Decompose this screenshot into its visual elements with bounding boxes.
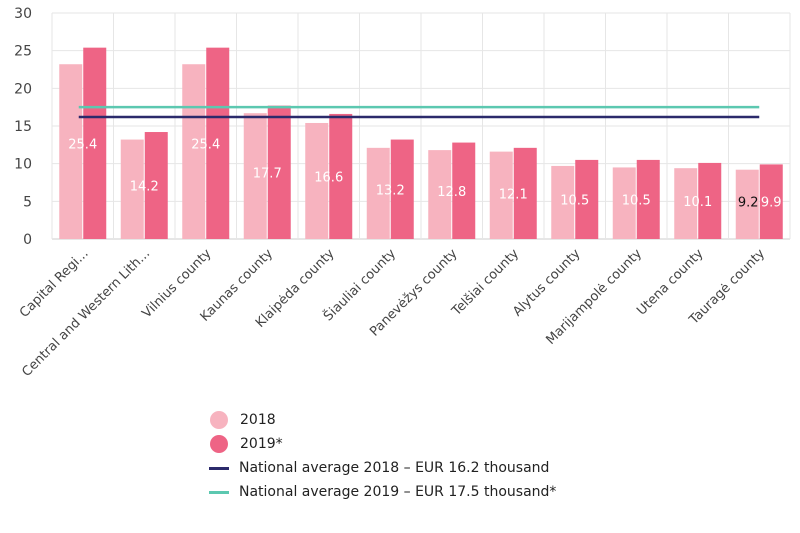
legend-item-2019[interactable]: 2019* xyxy=(210,432,556,456)
legend-item-2018[interactable]: 2018 xyxy=(210,408,556,432)
data-label-8: 10.5 xyxy=(560,193,589,208)
bar-2019-2[interactable] xyxy=(206,47,230,239)
data-label-11: 9.9 xyxy=(761,196,782,211)
data-label-2: 25.4 xyxy=(191,137,220,152)
bar-2019-0[interactable] xyxy=(83,47,107,239)
bar-2018-6[interactable] xyxy=(428,150,452,239)
bar-2019-6[interactable] xyxy=(452,142,476,239)
data-labels: 25.4 14.2 25.4 17.7 16.6 13.2 12.8 12.1 10.5 10.5… xyxy=(68,137,781,210)
data-label-7: 12.1 xyxy=(499,187,528,202)
bar-2019-1[interactable] xyxy=(144,132,168,239)
y-axis-ticks: 0 5 10 15 20 25 30 xyxy=(14,6,32,248)
bar-2019-7[interactable] xyxy=(513,147,537,239)
bar-2018-9[interactable] xyxy=(612,167,636,239)
bar-2018-7[interactable] xyxy=(489,151,513,239)
legend-label-2019: 2019* xyxy=(240,436,283,452)
bar-2018-3[interactable] xyxy=(243,113,267,239)
bar-2018-11[interactable] xyxy=(735,169,759,239)
reference-lines xyxy=(78,105,760,119)
bars xyxy=(59,47,783,239)
legend-label-national-average-2019: National average 2019 – EUR 17.5 thousan… xyxy=(239,484,557,500)
legend-swatch-2018 xyxy=(210,411,228,429)
x-tick-label-1: Central and Western Lith... xyxy=(19,246,153,380)
bar-2018-0[interactable] xyxy=(59,64,83,239)
y-tick-label-0: 0 xyxy=(23,232,32,248)
y-tick-label-15: 15 xyxy=(14,119,32,135)
bar-2019-10[interactable] xyxy=(698,162,722,239)
bar-2019-9[interactable] xyxy=(636,159,660,239)
data-label-6: 12.8 xyxy=(437,185,466,200)
legend: 2018 2019* National average 2018 – EUR 1… xyxy=(209,408,557,504)
data-label-0: 25.4 xyxy=(68,137,97,152)
bar-2019-3[interactable] xyxy=(267,105,291,239)
bar-2018-1[interactable] xyxy=(120,139,144,239)
legend-swatch-2019 xyxy=(210,435,228,453)
bar-2018-8[interactable] xyxy=(551,165,575,239)
data-label-3: 17.7 xyxy=(253,166,282,181)
data-label-4: 16.6 xyxy=(314,170,343,185)
bar-2018-10[interactable] xyxy=(674,168,698,239)
category-labels: Capital Regi...Central and Western Lith.… xyxy=(17,245,768,380)
y-tick-label-5: 5 xyxy=(23,194,32,210)
bar-2019-11[interactable] xyxy=(759,164,783,239)
legend-line-national-average-2019 xyxy=(209,490,229,494)
grid-lines xyxy=(51,12,791,240)
data-label-1: 14.2 xyxy=(130,180,159,195)
bar-chart: 0 5 10 15 20 25 30 25.4 14.2 25.4 17.7 16.6 13.2 12.… xyxy=(14,6,791,380)
legend-label-2018: 2018 xyxy=(240,412,276,428)
y-tick-label-25: 25 xyxy=(14,44,32,60)
data-label-9: 10.5 xyxy=(622,193,651,208)
bar-2018-5[interactable] xyxy=(366,147,390,239)
legend-line-national-average-2018 xyxy=(209,466,229,470)
y-tick-label-20: 20 xyxy=(14,81,32,97)
data-label-5: 13.2 xyxy=(376,183,405,198)
bar-2018-4[interactable] xyxy=(305,122,329,239)
data-label-extra: 9.2 xyxy=(738,196,759,211)
legend-item-national-average-2019[interactable]: National average 2019 – EUR 17.5 thousan… xyxy=(209,480,557,504)
bar-2019-8[interactable] xyxy=(575,159,599,239)
data-label-10: 10.1 xyxy=(683,195,712,210)
legend-label-national-average-2018: National average 2018 – EUR 16.2 thousan… xyxy=(239,460,550,476)
legend-item-national-average-2018[interactable]: National average 2018 – EUR 16.2 thousan… xyxy=(209,456,556,480)
y-tick-label-30: 30 xyxy=(14,6,32,22)
y-tick-label-10: 10 xyxy=(14,157,32,173)
bar-2019-5[interactable] xyxy=(390,139,414,239)
bar-2019-4[interactable] xyxy=(329,113,353,239)
